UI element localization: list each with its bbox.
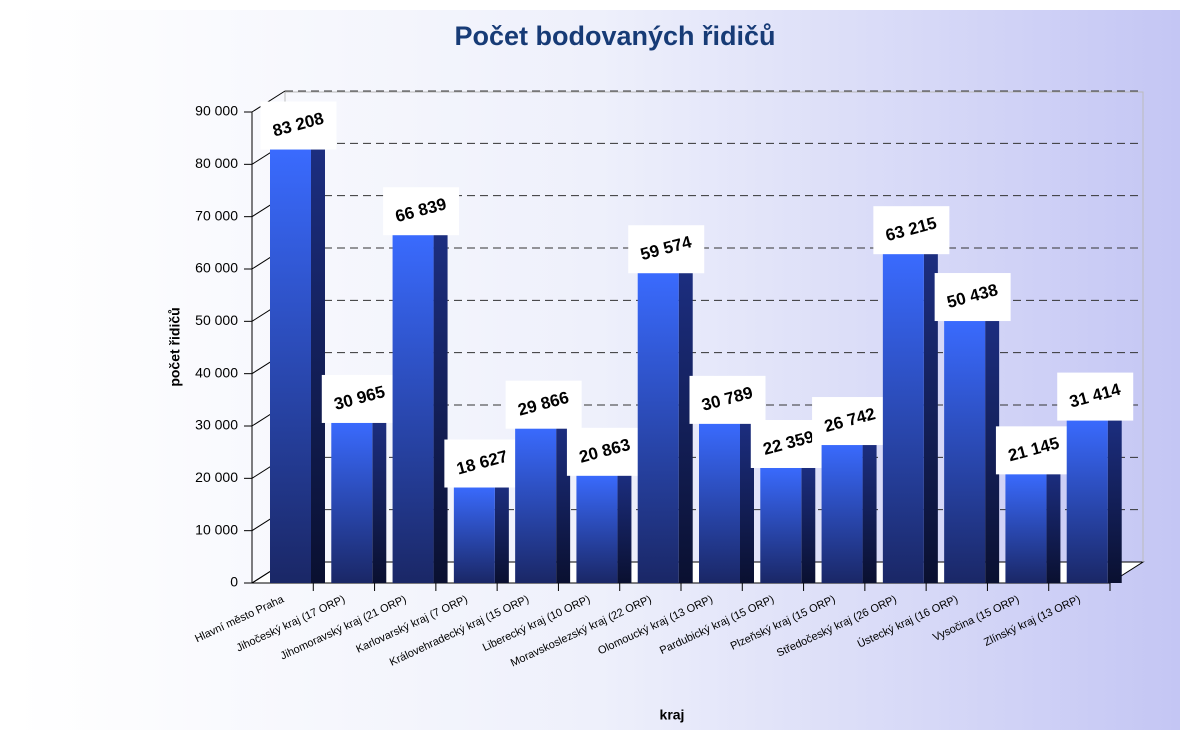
y-tick-label: 30 000 [195,417,238,433]
value-label-bg [689,375,766,424]
bar [637,271,679,583]
bar-side [372,420,387,583]
bar [821,443,863,583]
value-label-bg [383,187,460,236]
bar [1005,472,1047,583]
bar-side [985,319,1000,583]
grid-diagonal [251,90,286,113]
bar-side [556,426,571,583]
bar-side [617,473,632,583]
value-label-bg [1057,372,1134,421]
bar [453,485,495,583]
y-tick-label: 20 000 [195,469,238,485]
bar-side [801,465,816,583]
y-tick-label: 10 000 [195,521,238,537]
value-label-bg [995,426,1072,475]
value-label-bg [934,273,1011,322]
y-tick-label: 90 000 [195,103,238,119]
y-tick-label: 70 000 [195,207,238,223]
y-tick-label: 80 000 [195,155,238,171]
bar-side [678,271,693,583]
bar-side [923,252,938,583]
value-label-bg [873,206,950,255]
bar-side [740,421,754,583]
bar-side [311,147,325,583]
value-label-bg [321,374,398,423]
bar [882,252,924,583]
y-axis-title: počet řidičů [167,307,183,386]
y-tick-label: 0 [230,574,238,590]
bar-side [862,443,877,583]
bar [944,319,986,583]
value-label-bg [628,225,705,274]
bar [270,147,311,583]
x-axis-title: kraj [660,707,685,723]
y-tick-label: 60 000 [195,260,238,276]
value-label-bg [505,380,582,429]
bar [760,465,802,583]
y-tick-label: 40 000 [195,364,238,380]
value-label-bg [812,397,889,446]
bar [699,421,740,583]
bar-side [433,233,448,583]
bar-side [1107,418,1122,583]
bar [515,426,557,583]
bar [392,233,434,583]
bar [331,420,373,583]
bar-side [1046,472,1061,583]
value-label-bg [260,101,337,150]
chart-title: Počet bodovaných řidičů [454,21,775,51]
bar [576,473,618,583]
value-label-bg [444,439,521,488]
bar-side [494,485,509,583]
y-tick-label: 50 000 [195,312,238,328]
bar [1066,418,1108,583]
value-label-bg [566,427,643,476]
